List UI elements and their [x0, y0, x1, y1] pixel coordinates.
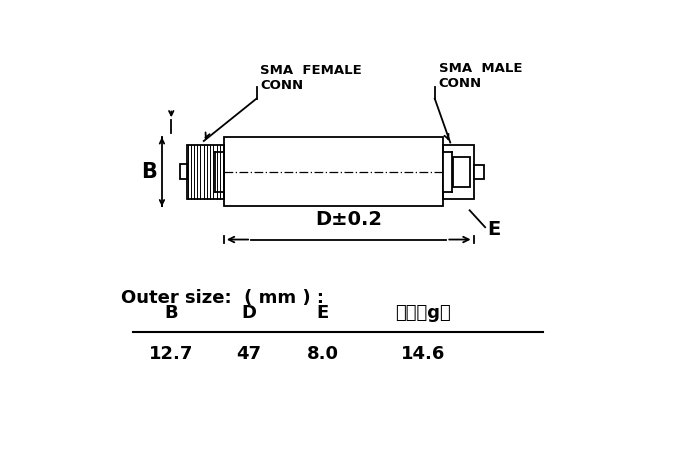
Text: E: E — [488, 220, 501, 239]
Text: 8.0: 8.0 — [306, 345, 338, 363]
Bar — [453, 157, 471, 187]
Text: 12.7: 12.7 — [149, 345, 193, 363]
Bar — [224, 137, 442, 206]
Text: SMA  FEMALE
CONN: SMA FEMALE CONN — [260, 64, 362, 92]
Bar — [442, 145, 473, 199]
Text: B: B — [142, 162, 158, 182]
Text: E: E — [316, 304, 328, 322]
Text: B: B — [164, 304, 178, 322]
Bar — [473, 165, 484, 179]
Bar — [180, 164, 186, 179]
Text: 47: 47 — [236, 345, 261, 363]
Text: D±0.2: D±0.2 — [315, 210, 383, 229]
Text: 14.6: 14.6 — [401, 345, 445, 363]
Text: SMA  MALE
CONN: SMA MALE CONN — [439, 62, 522, 91]
Text: D: D — [241, 304, 256, 322]
Text: 重量（g）: 重量（g） — [395, 304, 451, 322]
Bar — [186, 145, 224, 199]
Text: Outer size:  ( mm ) :: Outer size: ( mm ) : — [121, 289, 324, 307]
